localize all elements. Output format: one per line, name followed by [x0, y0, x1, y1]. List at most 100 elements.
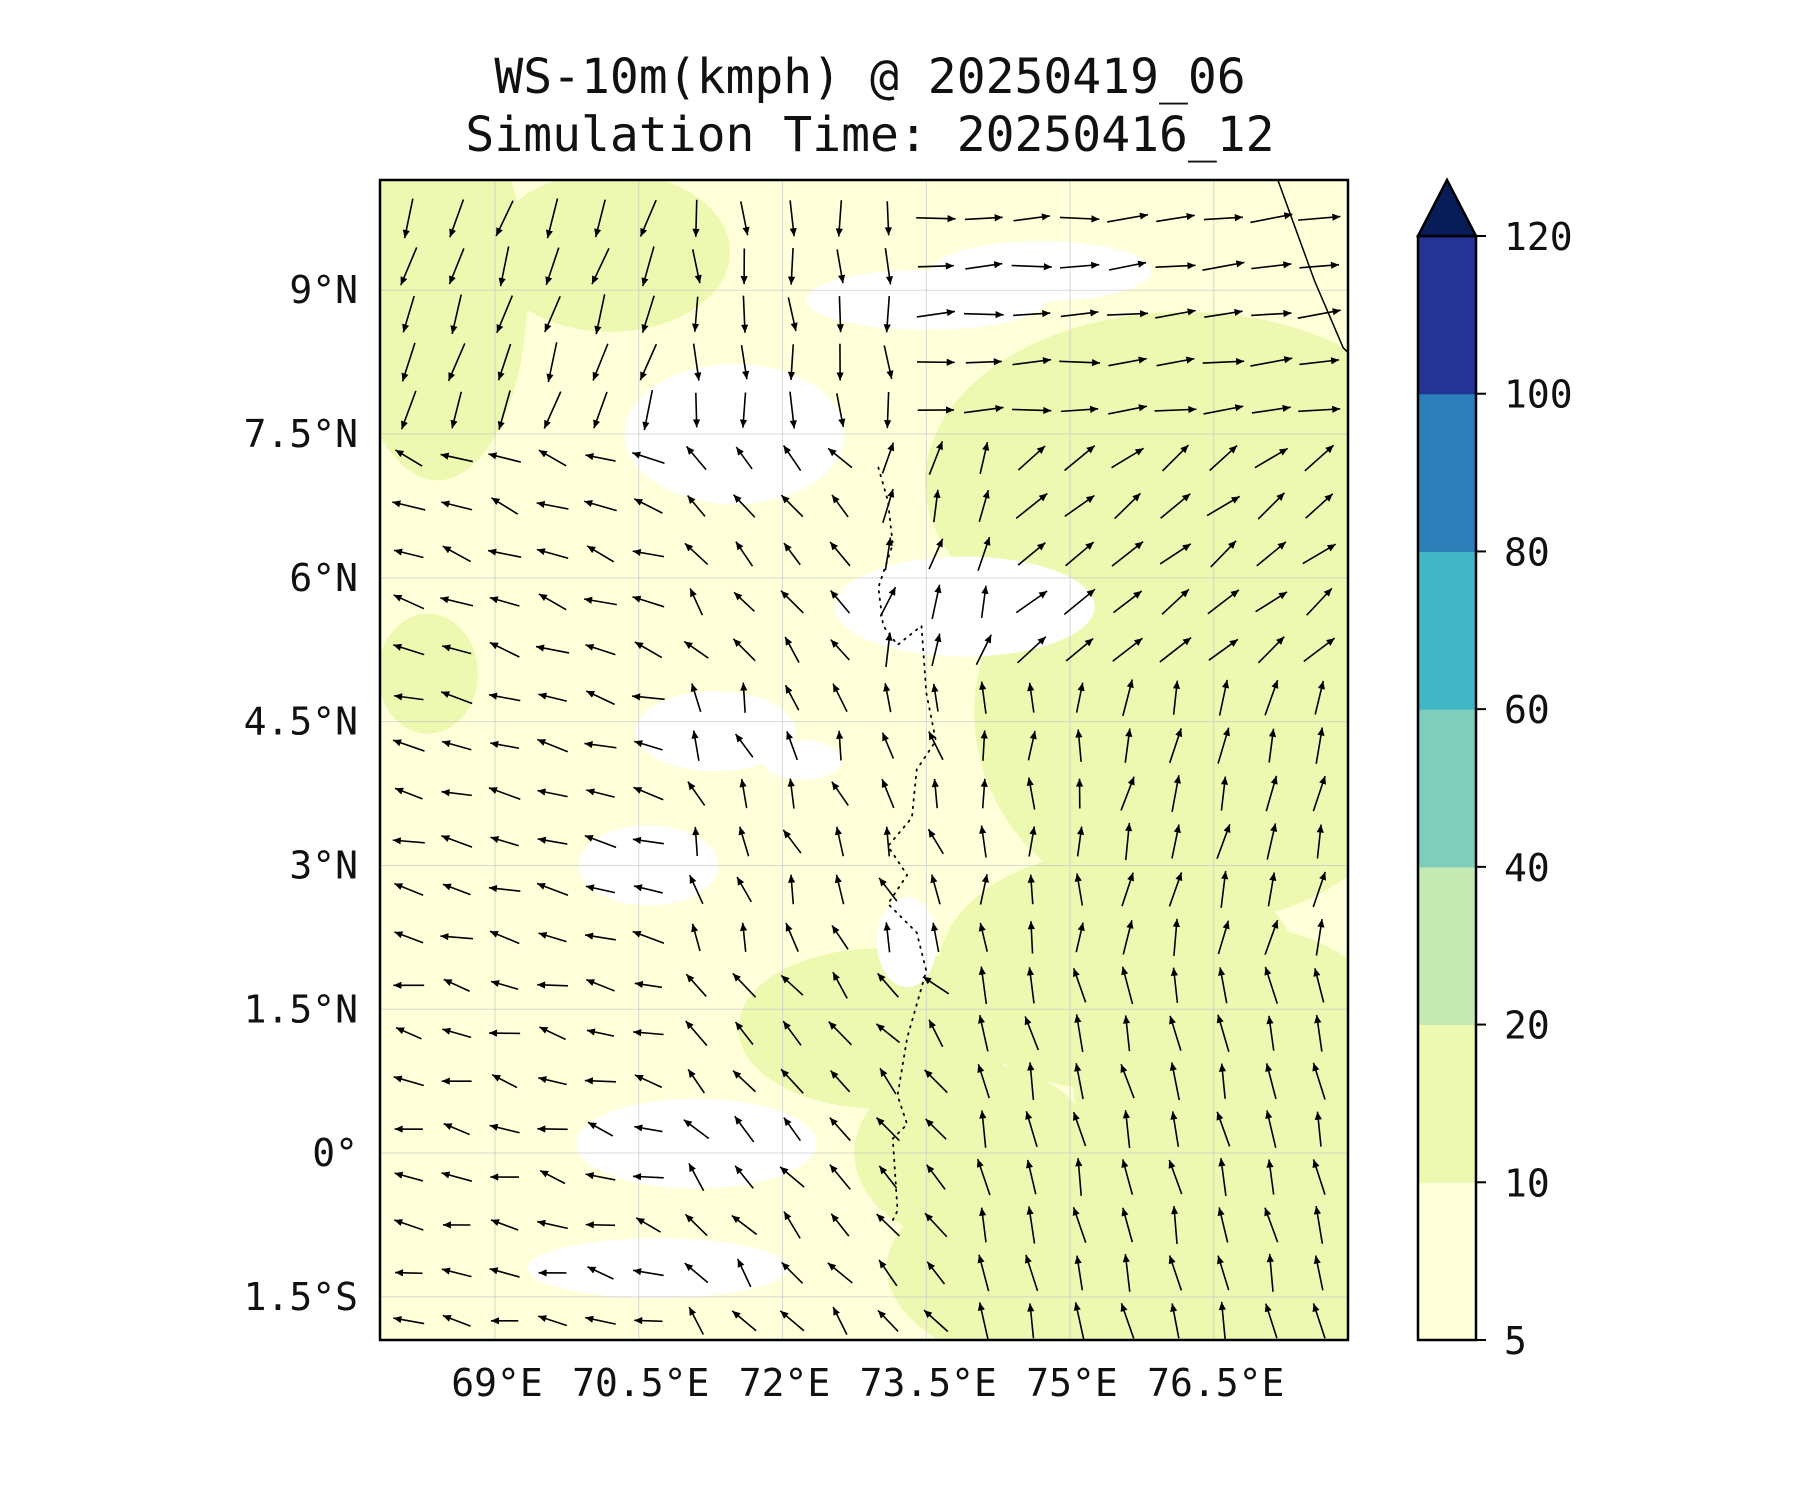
wind-arrow: [536, 548, 569, 560]
wind-arrow: [683, 640, 709, 659]
wind-arrow: [587, 1121, 614, 1137]
wind-arrow: [1121, 1159, 1134, 1195]
wind-arrow: [931, 922, 940, 953]
wind-arrow: [537, 981, 568, 989]
wind-arrow: [1108, 260, 1147, 271]
wind-arrow: [734, 1115, 755, 1143]
wind-arrow: [1202, 260, 1245, 271]
wind-arrow: [780, 1068, 804, 1094]
colorbar-tick-label: 100: [1504, 373, 1573, 417]
wind-arrow: [594, 294, 606, 335]
wind-arrow: [1061, 405, 1099, 413]
wind-arrow: [632, 836, 664, 845]
wind-arrow: [783, 1117, 802, 1142]
wind-arrow: [977, 1254, 990, 1292]
wind-arrow: [441, 1077, 472, 1085]
wind-arrow: [977, 1302, 989, 1340]
wind-arrow: [787, 778, 795, 809]
lon-tick-label: 73.5°E: [860, 1361, 997, 1405]
wind-arrow: [963, 404, 1004, 414]
wind-arrow: [488, 452, 521, 463]
wind-arrow: [685, 973, 707, 997]
colorbar-segment: [1418, 709, 1476, 868]
wind-arrow: [1207, 589, 1240, 615]
wind-arrow: [1024, 1016, 1040, 1051]
wind-arrow: [402, 198, 414, 239]
wind-arrow: [394, 931, 424, 944]
wind-arrow: [1108, 404, 1148, 415]
wind-arrow: [402, 295, 415, 333]
wind-arrow: [441, 1171, 473, 1182]
wind-arrow: [538, 692, 567, 702]
wind-arrow: [442, 883, 471, 896]
wind-arrow: [585, 690, 615, 706]
wind-arrow: [739, 922, 748, 952]
wind-arrow: [835, 200, 843, 237]
wind-arrow: [1298, 405, 1341, 413]
wind-arrow: [1075, 682, 1085, 713]
wind-arrow: [1028, 826, 1037, 857]
wind-arrow: [931, 683, 939, 712]
contour-calm: [931, 241, 1152, 302]
wind-arrow: [1120, 1063, 1135, 1099]
wind-arrow: [1059, 261, 1100, 269]
wind-arrow: [829, 541, 851, 567]
wind-arrow: [977, 1064, 990, 1099]
wind-arrow: [1210, 540, 1237, 568]
lat-tick-label: 3°N: [289, 843, 358, 887]
lat-tick-label: 9°N: [289, 268, 358, 312]
wind-arrow: [449, 199, 465, 238]
wind-arrow: [496, 295, 514, 334]
wind-arrow: [447, 343, 466, 382]
wind-arrow: [1013, 309, 1051, 318]
wind-arrow: [1012, 406, 1052, 415]
wind-arrow: [440, 691, 473, 705]
wind-arrow: [443, 978, 470, 992]
wind-arrow: [585, 1172, 616, 1181]
wind-arrow: [1025, 1110, 1038, 1148]
wind-arrow: [1027, 1062, 1035, 1101]
wind-arrow: [641, 295, 655, 333]
wind-arrow: [1060, 309, 1099, 318]
wind-arrow: [584, 1077, 617, 1085]
wind-arrow: [1120, 1302, 1135, 1339]
wind-arrow: [490, 1317, 519, 1325]
wind-arrow: [392, 837, 425, 845]
wind-arrow: [632, 930, 665, 944]
wind-arrow: [489, 1123, 520, 1134]
wind-arrow: [1059, 359, 1101, 367]
wind-arrow: [633, 498, 663, 514]
colorbar-segment: [1418, 551, 1476, 710]
wind-arrow: [881, 732, 895, 759]
wind-arrow: [488, 884, 521, 893]
wind-arrow: [587, 1266, 614, 1280]
wind-arrow: [736, 876, 752, 903]
wind-arrow: [779, 1166, 805, 1188]
wind-arrow: [1206, 495, 1241, 517]
lon-tick-label: 69°E: [451, 1361, 543, 1405]
wind-arrow: [1313, 1255, 1324, 1291]
wind-arrow: [782, 1020, 802, 1046]
wind-arrow: [931, 778, 939, 809]
wind-arrow: [922, 976, 950, 995]
wind-arrow: [634, 641, 663, 659]
wind-arrow: [832, 683, 848, 713]
wind-arrow: [787, 297, 798, 332]
longitude-tick-labels: 69°E 70.5°E 72°E 73.5°E 75°E 76.5°E: [451, 1361, 1284, 1405]
wind-arrow: [1122, 1253, 1131, 1292]
wind-arrow: [1251, 309, 1292, 318]
wind-arrow: [1257, 492, 1286, 520]
wind-arrow: [1312, 1159, 1326, 1195]
wind-arrow: [979, 1110, 987, 1148]
wind-arrow: [489, 596, 520, 607]
map-title: WS-10m(kmph) @ 20250419_06: [494, 49, 1246, 105]
wind-arrow: [1312, 871, 1327, 908]
wind-arrow: [1027, 730, 1037, 761]
wind-arrow: [448, 248, 465, 285]
wind-arrow: [537, 1315, 568, 1327]
wind-arrow: [1171, 775, 1181, 813]
wind-arrow: [401, 342, 416, 382]
wind-arrow: [631, 451, 665, 465]
wind-arrow: [684, 1213, 708, 1237]
wind-arrow: [1063, 588, 1096, 615]
